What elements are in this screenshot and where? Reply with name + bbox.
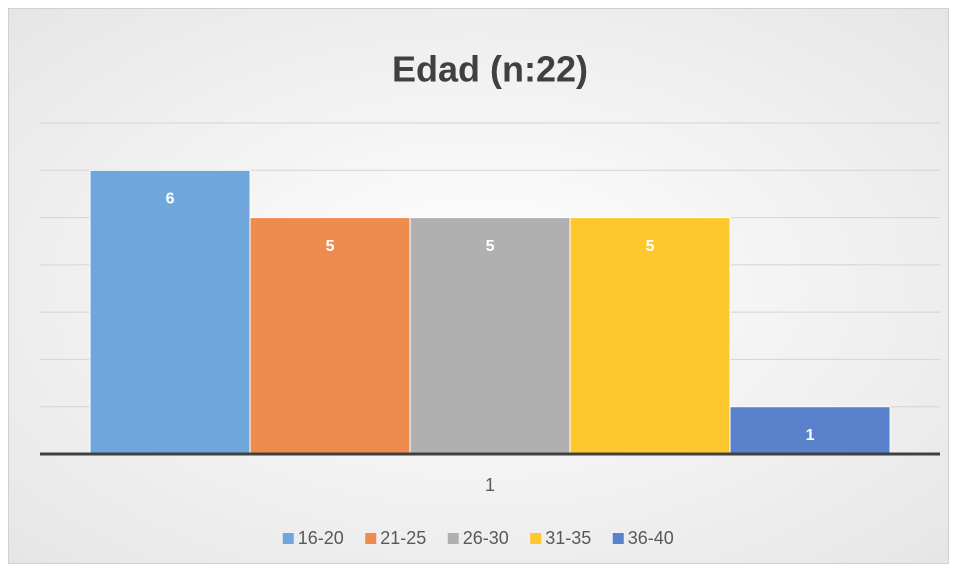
legend-swatch bbox=[365, 533, 377, 544]
x-tick-label: 1 bbox=[485, 475, 495, 495]
data-label: 5 bbox=[486, 238, 495, 255]
bar bbox=[409, 217, 571, 455]
legend-label: 36-40 bbox=[628, 528, 674, 548]
data-label: 5 bbox=[326, 238, 335, 255]
bar bbox=[249, 217, 411, 455]
legend-label: 26-30 bbox=[463, 528, 509, 548]
legend-swatch bbox=[282, 533, 294, 544]
legend-label: 21-25 bbox=[380, 528, 426, 548]
legend-swatch bbox=[447, 533, 459, 544]
data-label: 5 bbox=[646, 238, 655, 255]
legend-label: 31-35 bbox=[545, 528, 591, 548]
bar bbox=[729, 406, 891, 455]
legend-label: 16-20 bbox=[298, 528, 344, 548]
bar bbox=[89, 169, 251, 455]
legend-swatch bbox=[612, 533, 624, 544]
data-label: 6 bbox=[166, 191, 175, 208]
data-label: 1 bbox=[806, 427, 815, 444]
chart-title: Edad (n:22) bbox=[392, 49, 588, 90]
bar bbox=[569, 217, 731, 455]
legend-swatch bbox=[530, 533, 542, 544]
